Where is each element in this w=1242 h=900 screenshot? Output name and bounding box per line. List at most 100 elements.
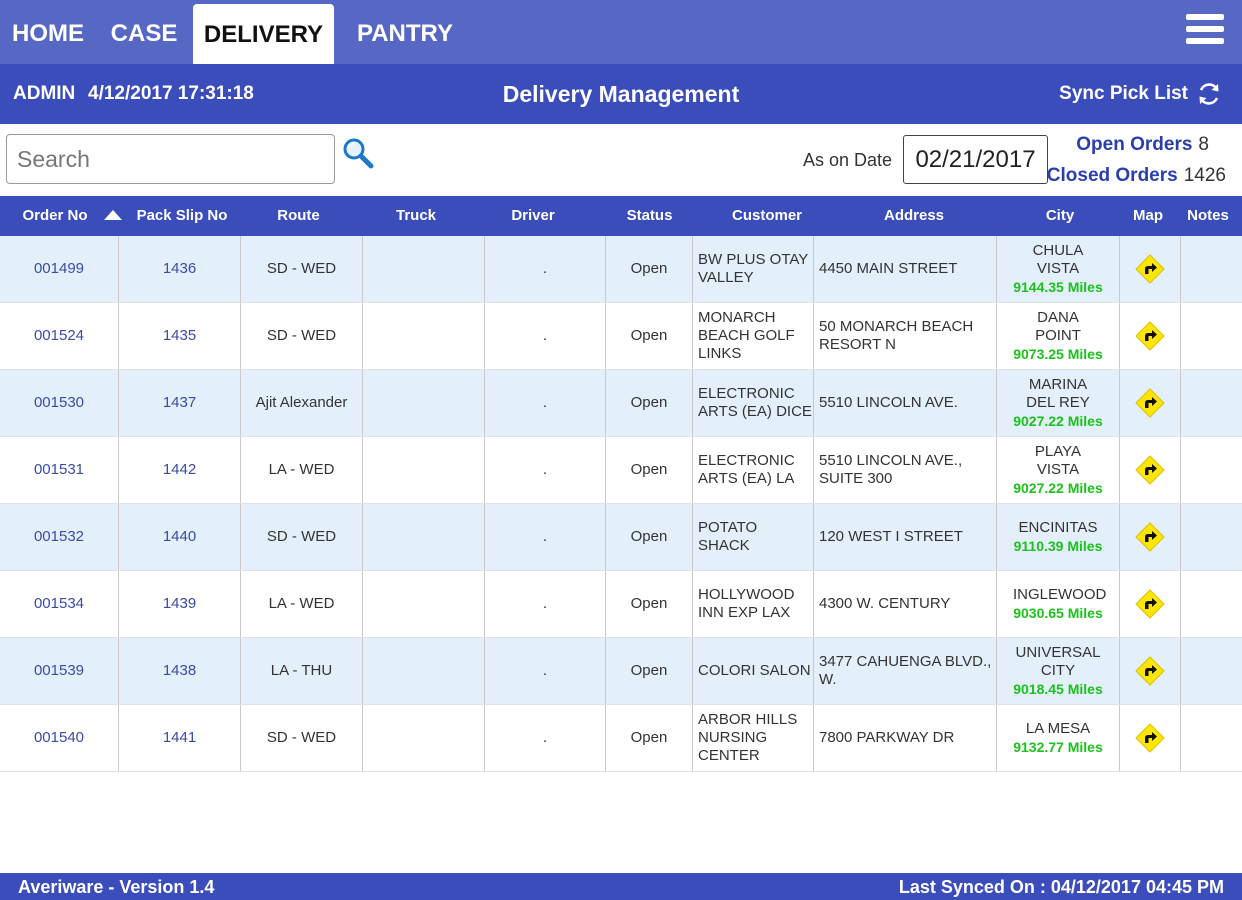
column-header-truck[interactable]: Truck: [395, 207, 437, 224]
pack-slip-text[interactable]: 1437: [162, 394, 197, 411]
search-input[interactable]: [6, 134, 335, 184]
status-cell: Open: [606, 571, 693, 637]
truck-cell: [363, 370, 485, 436]
order-no-text[interactable]: 001499: [33, 260, 85, 277]
directions-icon[interactable]: [1135, 455, 1165, 485]
city-cell: INGLEWOOD 9030.65 Miles: [997, 571, 1120, 637]
order-no-text[interactable]: 001530: [33, 394, 85, 411]
route-cell: SD - WED: [241, 705, 363, 771]
directions-icon[interactable]: [1135, 723, 1165, 753]
pack-slip-text[interactable]: 1435: [162, 327, 197, 344]
pack-slip-cell[interactable]: 1435: [119, 303, 241, 369]
status-text: Open: [630, 260, 668, 277]
table-row[interactable]: 001532 1440 SD - WED. Open POTATO SHACK 120 W…: [0, 504, 1242, 571]
city-name: UNIVERSAL CITY: [1015, 644, 1101, 679]
closed-orders-count: 1426: [1183, 165, 1226, 186]
customer-text: HOLLYWOOD INN EXP LAX: [698, 586, 795, 621]
map-cell: [1120, 705, 1181, 771]
status-text: Open: [630, 327, 668, 344]
order-no-cell[interactable]: 001499: [0, 236, 119, 302]
customer-text: ELECTRONIC ARTS (EA) DICE: [698, 385, 812, 420]
table-row[interactable]: 001530 1437 Ajit Alexander. Open ELECTRONIC …: [0, 370, 1242, 437]
directions-icon[interactable]: [1135, 589, 1165, 619]
address-cell: 4450 MAIN STREET: [814, 236, 997, 302]
directions-icon[interactable]: [1135, 321, 1165, 351]
directions-icon[interactable]: [1135, 656, 1165, 686]
order-no-cell[interactable]: 001524: [0, 303, 119, 369]
open-orders-count: 8: [1198, 134, 1209, 155]
order-no-text[interactable]: 001534: [33, 595, 85, 612]
column-header-pack-slip-no[interactable]: Pack Slip No: [136, 207, 228, 224]
table-row[interactable]: 001531 1442 LA - WED. Open ELECTRONIC ARTS (…: [0, 437, 1242, 504]
tab-delivery[interactable]: DELIVERY: [193, 4, 334, 64]
sub-header: ADMIN 4/12/2017 17:31:18 Delivery Manage…: [0, 64, 1242, 124]
notes-cell: [1181, 236, 1242, 302]
order-no-cell[interactable]: 001530: [0, 370, 119, 436]
map-cell: [1120, 370, 1181, 436]
pack-slip-cell[interactable]: 1440: [119, 504, 241, 570]
column-header-order-no[interactable]: Order No: [22, 207, 88, 224]
notes-cell: [1181, 638, 1242, 704]
order-no-text[interactable]: 001531: [33, 461, 85, 478]
pack-slip-cell[interactable]: 1437: [119, 370, 241, 436]
pack-slip-cell[interactable]: 1436: [119, 236, 241, 302]
open-orders-label[interactable]: Open Orders: [1076, 134, 1193, 155]
pack-slip-text[interactable]: 1441: [162, 729, 197, 746]
last-synced: Last Synced On : 04/12/2017 04:45 PM: [898, 877, 1224, 897]
order-no-text[interactable]: 001524: [33, 327, 85, 344]
magnifier-icon[interactable]: [341, 136, 375, 170]
column-header-address[interactable]: Address: [883, 207, 945, 224]
order-no-cell[interactable]: 001532: [0, 504, 119, 570]
address-text: 4450 MAIN STREET: [819, 260, 958, 277]
as-on-date-field[interactable]: [903, 135, 1048, 184]
column-header-status[interactable]: Status: [626, 207, 673, 224]
table-row[interactable]: 001534 1439 LA - WED. Open HOLLYWOOD INN EXP…: [0, 571, 1242, 638]
pack-slip-text[interactable]: 1436: [162, 260, 197, 277]
tab-home[interactable]: HOME: [12, 20, 84, 47]
order-no-text[interactable]: 001532: [33, 528, 85, 545]
order-no-cell[interactable]: 001539: [0, 638, 119, 704]
tab-case[interactable]: CASE: [110, 20, 178, 47]
address-cell: 4300 W. CENTURY: [814, 571, 997, 637]
directions-icon[interactable]: [1135, 388, 1165, 418]
city-cell: DANA POINT 9073.25 Miles: [997, 303, 1120, 369]
order-no-cell[interactable]: 001540: [0, 705, 119, 771]
sort-ascending-icon[interactable]: [104, 210, 122, 220]
hamburger-menu-icon[interactable]: [1186, 14, 1224, 50]
table-row[interactable]: 001499 1436 SD - WED. Open BW PLUS OTAY VALL…: [0, 236, 1242, 303]
pack-slip-text[interactable]: 1442: [162, 461, 197, 478]
pack-slip-cell[interactable]: 1441: [119, 705, 241, 771]
column-header-route[interactable]: Route: [277, 207, 320, 224]
city-cell: MARINA DEL REY 9027.22 Miles: [997, 370, 1120, 436]
order-no-text[interactable]: 001539: [33, 662, 85, 679]
pack-slip-cell[interactable]: 1438: [119, 638, 241, 704]
customer-text: COLORI SALON: [698, 662, 811, 679]
pack-slip-text[interactable]: 1438: [162, 662, 197, 679]
order-no-text[interactable]: 001540: [33, 729, 85, 746]
sync-pick-list-button[interactable]: Sync Pick List: [1059, 80, 1222, 108]
directions-icon[interactable]: [1135, 522, 1165, 552]
distance-miles: 9018.45 Miles: [1013, 681, 1103, 697]
table-row[interactable]: 001540 1441 SD - WED. Open ARBOR HILLS NURSI…: [0, 705, 1242, 772]
column-header-customer[interactable]: Customer: [731, 207, 802, 224]
pack-slip-text[interactable]: 1439: [162, 595, 197, 612]
customer-cell: HOLLYWOOD INN EXP LAX: [693, 571, 814, 637]
directions-icon[interactable]: [1135, 254, 1165, 284]
route-text: Ajit Alexander: [255, 394, 348, 411]
driver-cell: .: [485, 303, 606, 369]
pack-slip-cell[interactable]: 1439: [119, 571, 241, 637]
order-no-cell[interactable]: 001531: [0, 437, 119, 503]
pack-slip-text[interactable]: 1440: [162, 528, 197, 545]
route-text: SD - WED: [266, 729, 337, 746]
table-row[interactable]: 001539 1438 LA - THU. Open COLORI SALON 3477 …: [0, 638, 1242, 705]
address-cell: 120 WEST I STREET: [814, 504, 997, 570]
column-header-driver[interactable]: Driver: [511, 207, 555, 224]
pack-slip-cell[interactable]: 1442: [119, 437, 241, 503]
order-no-cell[interactable]: 001534: [0, 571, 119, 637]
driver-cell: .: [485, 437, 606, 503]
column-header-city[interactable]: City: [1045, 207, 1075, 224]
table-row[interactable]: 001524 1435 SD - WED. Open MONARCH BEACH GOL…: [0, 303, 1242, 370]
tab-pantry[interactable]: PANTRY: [357, 20, 453, 47]
city-name: LA MESA: [1025, 720, 1091, 737]
closed-orders-label[interactable]: Closed Orders: [1046, 165, 1178, 186]
